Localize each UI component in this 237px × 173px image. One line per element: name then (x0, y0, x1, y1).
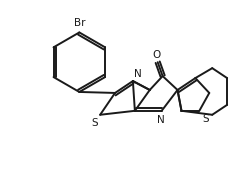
Text: Br: Br (73, 19, 85, 29)
Text: N: N (134, 69, 142, 79)
Text: S: S (202, 114, 209, 124)
Text: O: O (153, 50, 161, 60)
Text: S: S (91, 118, 98, 128)
Text: N: N (157, 115, 164, 125)
